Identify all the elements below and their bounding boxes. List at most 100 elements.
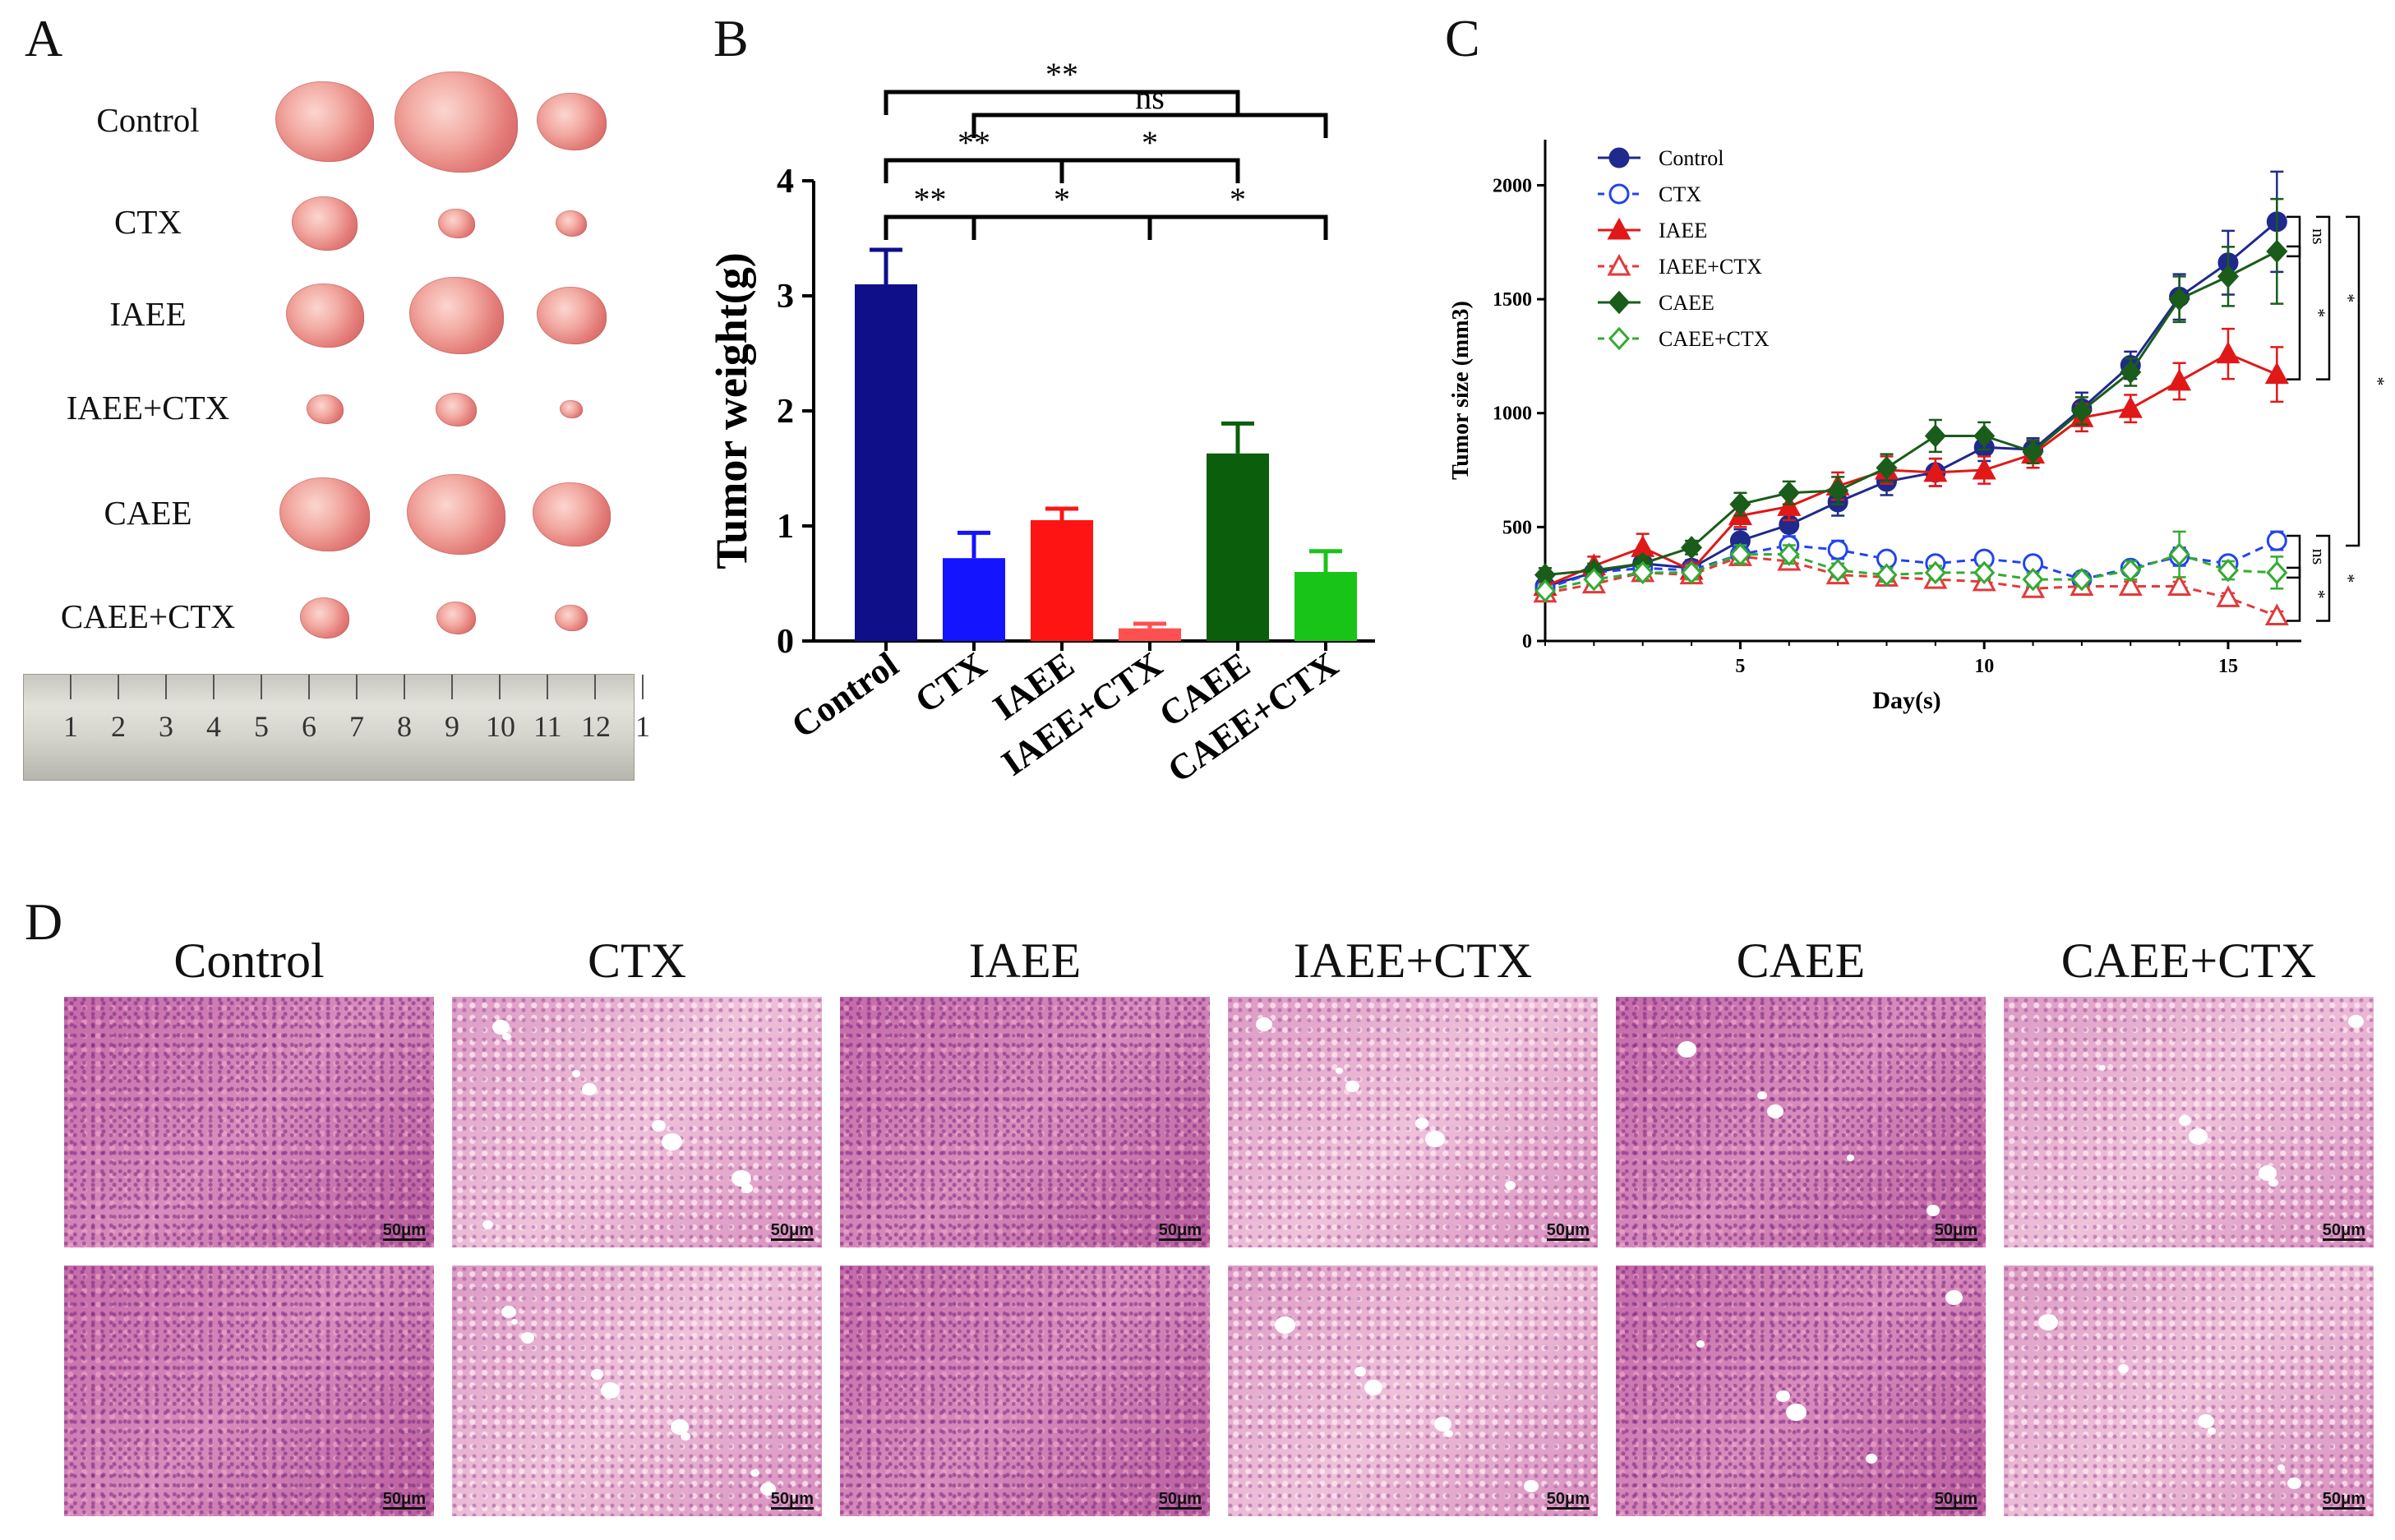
ruler-tick [165, 675, 167, 699]
vacuole [731, 1170, 751, 1187]
vacuole [482, 1220, 493, 1230]
histology-title: CAEE [1736, 934, 1866, 988]
y-tick-label: 500 [1502, 517, 1532, 538]
ruler-number: 1 [635, 710, 650, 743]
histology-title: IAEE [968, 934, 1082, 988]
data-point [2070, 399, 2093, 423]
legend-marker [1608, 147, 1630, 168]
scale-bar: 50μm [770, 1490, 814, 1508]
histology-title: CTX [588, 934, 686, 988]
ruler-number: 8 [397, 710, 412, 743]
vacuole [662, 1133, 682, 1151]
significance-bracket [2287, 566, 2301, 622]
significance-label: * [2309, 590, 2329, 599]
histology-image: 50μm [452, 997, 822, 1247]
histology-image: 50μm [1616, 997, 1986, 1247]
vacuole [1354, 1367, 1366, 1376]
data-point [2120, 558, 2142, 583]
vacuole [1757, 1091, 1767, 1100]
vacuole [582, 1083, 597, 1096]
vacuole [1505, 1181, 1516, 1191]
significance-bracket [1059, 158, 1240, 183]
tumor-row-label: CTX [114, 203, 182, 241]
vacuole [1415, 1118, 1428, 1129]
scale-bar: 50μm [1158, 1221, 1202, 1239]
data-point [2167, 368, 2192, 391]
significance-bracket [2316, 534, 2331, 622]
ruler-tick [261, 675, 262, 699]
data-point [2264, 603, 2289, 625]
data-point [1778, 481, 1800, 505]
vacuole [750, 1469, 759, 1478]
vacuole [1696, 1340, 1705, 1348]
x-tick-label: CTX [908, 644, 994, 722]
y-tick-label: 3 [777, 278, 794, 316]
vacuole [601, 1382, 620, 1399]
significance-label: ns [2309, 228, 2329, 245]
significance-label: * [1054, 181, 1070, 218]
data-point [1924, 560, 1946, 585]
ruler-tick [308, 675, 310, 699]
significance-bracket [884, 90, 1240, 115]
data-point [2266, 239, 2288, 264]
bar [855, 284, 917, 641]
data-point [1534, 579, 1557, 603]
vacuole [2348, 1015, 2364, 1029]
vacuole [671, 1419, 689, 1435]
data-point [2118, 396, 2143, 418]
ruler-tick [547, 675, 548, 699]
significance-label: * [1230, 181, 1246, 218]
significance-label: * [2338, 293, 2359, 302]
tumor-photo [556, 210, 587, 237]
data-point [1583, 567, 1605, 592]
panel-d-letter: D [25, 892, 63, 951]
histology-image: 50μm [2004, 1266, 2374, 1516]
vacuole [2259, 1165, 2277, 1181]
vacuole [652, 1120, 666, 1132]
significance-bracket [2346, 215, 2360, 547]
y-tick-label: 1500 [1493, 289, 1532, 311]
data-point [2168, 287, 2190, 311]
data-point [1631, 560, 1654, 585]
vacuole [591, 1369, 603, 1380]
ruler-number: 6 [302, 710, 316, 743]
ruler-tick [356, 675, 358, 699]
vacuole [572, 1070, 580, 1077]
vacuole [1866, 1454, 1877, 1464]
significance-label: ** [914, 181, 947, 218]
data-point [1924, 424, 1946, 448]
data-point [2264, 362, 2289, 385]
tumor-photo [279, 477, 370, 552]
ruler-tick [118, 675, 119, 699]
x-tick-label: 10 [1974, 656, 1994, 677]
vacuole [2118, 1364, 2129, 1374]
ruler-number: 2 [111, 710, 126, 743]
scale-bar: 50μm [1546, 1221, 1590, 1239]
y-tick-label: 0 [777, 623, 794, 661]
tumor-photo [407, 473, 505, 556]
data-point [2266, 530, 2287, 551]
vacuole [1776, 1390, 1790, 1403]
vacuole [1786, 1404, 1807, 1422]
data-point [2022, 440, 2044, 464]
tumor-photo [436, 602, 476, 634]
data-point [1827, 478, 1849, 503]
bar [1294, 572, 1357, 641]
tumor-photo [285, 284, 364, 348]
bar [1119, 628, 1181, 641]
significance-label: ** [958, 124, 990, 161]
histology-image: 50μm [1228, 997, 1598, 1247]
data-point [2217, 265, 2240, 288]
data-point [1729, 492, 1751, 516]
vacuole [1336, 1067, 1343, 1074]
significance-bracket [2287, 534, 2301, 579]
data-point [1778, 542, 1800, 566]
data-point [1681, 560, 1703, 585]
x-axis-label: Day(s) [1872, 687, 1940, 714]
data-point [2118, 574, 2143, 596]
significance-bracket [1147, 214, 1328, 240]
data-point [2266, 560, 2288, 585]
vacuole [2268, 1178, 2278, 1187]
data-point [2168, 542, 2190, 566]
bar [1207, 453, 1269, 641]
